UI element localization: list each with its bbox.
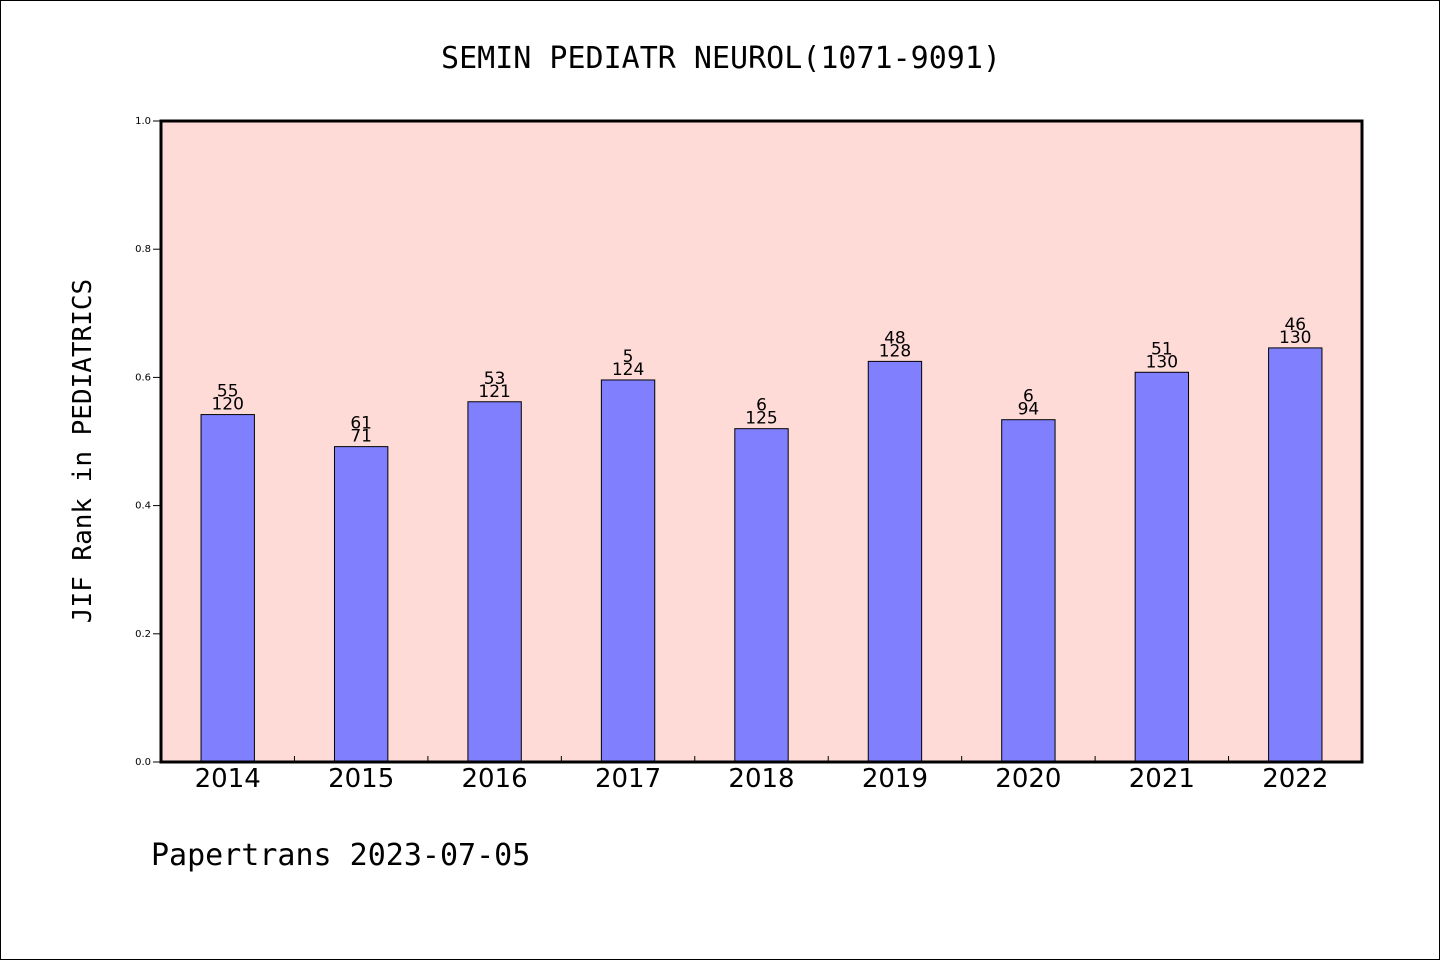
bar-rank-label: 51 [1151,339,1173,359]
x-tick-label: 2021 [1129,764,1195,794]
y-tick-label: 0.4 [135,501,151,512]
bar-rank-label: 6 [756,396,767,416]
bar-rank-label: 61 [350,414,372,434]
x-tick-label: 2022 [1262,764,1328,794]
bar-total-label: 130 [1146,352,1178,372]
bar-total-label: 94 [1018,400,1040,420]
bar-2022 [1268,347,1323,763]
y-axis-ticks: 0.0 0.2 0.4 0.6 0.8 1.0 [135,116,161,768]
x-axis-ticks: 2014 2015 2016 2017 2018 2019 2020 2021 2022 [195,756,1328,794]
x-tick-label: 2018 [728,764,794,794]
x-tick-label: 2016 [462,764,528,794]
bar-rank-label: 48 [884,328,906,348]
bar-total-label: 125 [745,409,777,429]
footer-text: Papertrans 2023-07-05 [151,838,530,873]
x-tick-label: 2015 [328,764,394,794]
bar-2015 [333,446,389,763]
y-tick-label: 1.0 [135,116,151,127]
y-axis-label: JIF Rank in PEDIATRICS [68,279,98,623]
bar-2019 [867,360,923,763]
bar-rank-label: 5 [623,347,634,367]
bar-total-label: 128 [879,341,911,361]
y-tick-label: 0.2 [135,629,151,640]
plot-frame [159,119,1364,764]
x-tick-label: 2017 [595,764,661,794]
bar-total-label: 124 [612,360,644,380]
bar-2017 [600,379,656,763]
bar-total-label: 130 [1279,328,1311,348]
bar-rank-label: 53 [484,369,506,389]
bar-total-label: 121 [478,382,510,402]
bar-2016 [467,401,522,763]
x-tick-label: 2019 [862,764,928,794]
x-tick-label: 2020 [995,764,1061,794]
bar-2018 [734,428,789,763]
bar-total-label: 120 [211,395,243,415]
y-tick-label: 0.6 [135,372,151,383]
bars [200,347,1323,763]
bar-rank-label: 46 [1284,315,1306,335]
bar-2020 [1001,419,1056,763]
y-tick-label: 0.8 [135,244,151,255]
bar-rank-label: 55 [217,382,239,402]
y-tick-label: 0.0 [135,757,151,768]
bar-2014 [200,414,255,763]
bar-rank-label: 6 [1023,387,1034,407]
x-tick-label: 2014 [195,764,261,794]
chart-title: SEMIN PEDIATR NEUROL(1071-9091) [441,41,1001,76]
bar-2021 [1134,371,1190,763]
bar-total-label: 71 [350,427,372,447]
